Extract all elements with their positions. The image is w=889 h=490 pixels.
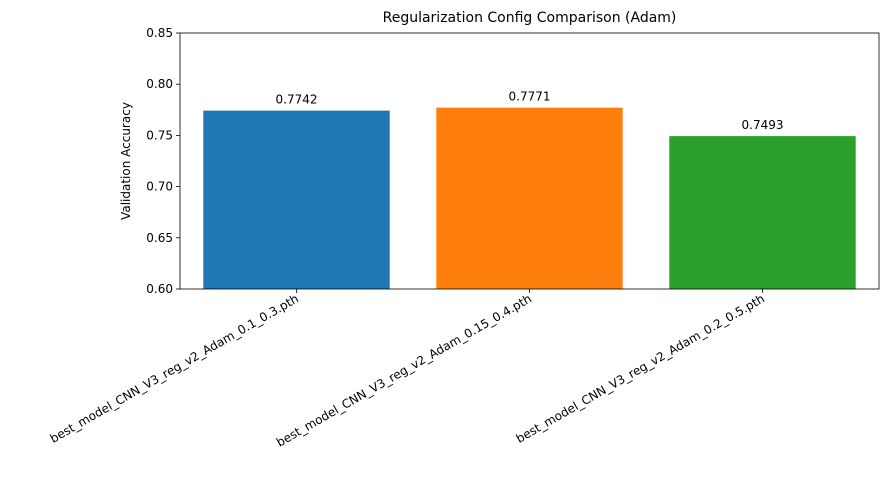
y-tick-label: 0.75 — [146, 128, 173, 142]
chart-title: Regularization Config Comparison (Adam) — [383, 10, 677, 26]
y-axis-label: Validation Accuracy — [119, 102, 133, 220]
bar — [203, 110, 390, 289]
y-tick-label: 0.85 — [146, 26, 173, 40]
plot-frame — [179, 32, 880, 290]
y-axis: 0.60 0.65 0.70 0.75 0.80 0.85 — [146, 26, 180, 296]
data-label: 0.7771 — [509, 90, 551, 104]
bar — [669, 136, 856, 289]
y-tick-label: 0.80 — [146, 77, 173, 91]
y-tick-label: 0.70 — [146, 180, 173, 194]
data-label: 0.7493 — [742, 118, 784, 132]
y-tick-label: 0.60 — [146, 282, 173, 296]
y-tick-label: 0.65 — [146, 231, 173, 245]
bars-group: 0.7742 0.7771 0.7493 — [203, 90, 856, 289]
data-label: 0.7742 — [276, 93, 318, 107]
bar — [436, 107, 623, 289]
